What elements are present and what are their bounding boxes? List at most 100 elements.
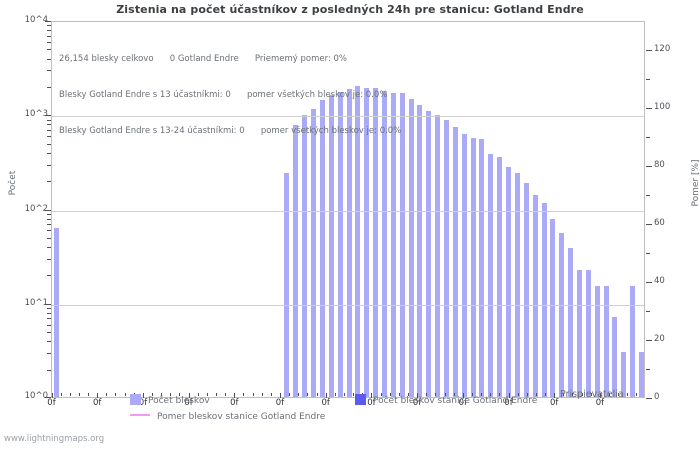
x-axis-minor-tickmark (78, 393, 80, 396)
x-axis-minor-tickmark (289, 393, 291, 396)
gridline (52, 116, 644, 118)
x-axis-tickmark (417, 393, 419, 398)
annotation-line-1: 26,154 blesky celkovo 0 Gotland Endre Pr… (59, 54, 348, 64)
y-axis-left-tickmark (45, 115, 51, 117)
x-axis-minor-tickmark (499, 393, 501, 396)
x-axis-minor-tickmark (270, 393, 272, 396)
y-axis-left-minor-tickmark (47, 332, 51, 334)
x-axis-minor-tickmark (636, 393, 638, 396)
x-axis-tick: 0f (595, 398, 605, 408)
bar (355, 85, 361, 397)
y-axis-left-tickmark (45, 209, 51, 211)
x-axis-tick: 0f (549, 398, 559, 408)
legend-label-ratio: Pomer bleskov stanice Gotland Endre (157, 412, 326, 422)
legend-label-station-strokes: Počet bleskov stanice Gotland Endre (373, 396, 538, 406)
x-axis-minor-tickmark (609, 393, 611, 396)
x-axis-tick: 0f (47, 398, 56, 408)
y-axis-left-minor-tickmark (47, 369, 51, 371)
bar (585, 270, 591, 397)
bar (603, 286, 609, 397)
x-axis-minor-tickmark (88, 393, 90, 396)
x-axis-tickmark (599, 393, 601, 398)
y-axis-right-tickmark (646, 340, 652, 341)
y-axis-left-minor-tickmark (47, 119, 51, 121)
x-axis-minor-tickmark (115, 393, 117, 396)
bar (479, 139, 485, 397)
x-axis-tick: 0f (275, 398, 285, 408)
y-axis-left-minor-tickmark (47, 49, 51, 51)
y-axis-left-minor-tickmark (47, 237, 51, 239)
page-title: Zistenia na počet účastníkov z poslednýc… (116, 3, 584, 16)
x-axis-tick: 0f (184, 398, 193, 408)
bar (621, 352, 627, 397)
y-axis-left-minor-tickmark (47, 181, 51, 183)
bar (550, 218, 556, 397)
x-axis-tickmark (142, 393, 144, 398)
x-axis-minor-tickmark (572, 393, 574, 396)
bar (381, 91, 387, 397)
annotation-line-3: Blesky Gotland Endre s 13-24 účastníkmi:… (59, 126, 402, 136)
x-axis-minor-tickmark (252, 393, 254, 396)
gridline (52, 304, 644, 306)
x-axis-tick: 0f (458, 398, 467, 408)
bar (514, 172, 520, 397)
y-axis-right-tick: 120 (654, 44, 671, 54)
x-axis-minor-tickmark (545, 393, 547, 396)
bar (532, 194, 538, 397)
x-axis-minor-tickmark (426, 393, 428, 396)
annotation-block: 26,154 blesky celkovo 0 Gotland Endre Pr… (59, 29, 579, 161)
x-axis-tick: 0f (412, 398, 422, 408)
y-axis-left-tickmark (45, 397, 51, 398)
legend-item-station-strokes[interactable]: Počet bleskov stanice Gotland Endre (355, 394, 537, 406)
bar (346, 88, 352, 397)
bar (612, 317, 618, 397)
x-axis-minor-tickmark (407, 393, 409, 396)
bar (328, 94, 334, 397)
bar (461, 133, 467, 397)
y-axis-left-label: Počet (8, 170, 18, 196)
x-axis-tickmark (462, 393, 464, 398)
x-axis-minor-tickmark (526, 393, 528, 396)
x-axis-tick: 0f (92, 398, 102, 408)
x-axis-minor-tickmark (471, 393, 473, 396)
x-axis-minor-tickmark (298, 393, 300, 396)
y-axis-left-minor-tickmark (47, 312, 51, 314)
y-axis-right-tickmark (646, 311, 650, 312)
y-axis-left-minor-tickmark (47, 230, 51, 232)
y-axis-left-minor-tickmark (47, 30, 51, 32)
bar (293, 125, 299, 397)
x-axis-minor-tickmark (581, 393, 583, 396)
y-axis-left-minor-tickmark (47, 353, 51, 355)
y-axis-right-tickmark (646, 282, 652, 283)
bar (444, 119, 450, 397)
y-axis-right-tickmark (646, 369, 650, 370)
bars-layer (52, 22, 645, 397)
bar (506, 167, 512, 397)
y-axis-right-tickmark (646, 166, 652, 167)
annotation-line-2: Blesky Gotland Endre s 13 účastníkmi: 0 … (59, 90, 388, 100)
legend-item-strokes[interactable]: Počet bleskov (130, 394, 210, 406)
bar (399, 93, 405, 397)
y-axis-left-minor-tickmark (47, 25, 51, 27)
y-axis-left-minor-tickmark (47, 70, 51, 72)
x-axis-minor-tickmark (170, 393, 172, 396)
y-axis-left-minor-tickmark (47, 218, 51, 220)
y-axis-right-tickmark (646, 50, 652, 51)
bar (630, 286, 636, 397)
x-axis-minor-tickmark (69, 393, 71, 396)
y-axis-left-minor-tickmark (47, 341, 51, 343)
watermark: www.lightningmaps.org (4, 434, 105, 444)
x-axis-tick: 0f (504, 398, 513, 408)
legend-swatch-ratio (130, 414, 150, 416)
x-axis-minor-tickmark (353, 393, 355, 396)
y-axis-left-minor-tickmark (47, 318, 51, 320)
y-axis-right-tickmark (646, 137, 650, 138)
y-axis-right-tickmark (646, 253, 650, 254)
bar (435, 115, 441, 397)
x-axis-minor-tickmark (398, 393, 400, 396)
x-axis-tick: 0f (138, 398, 148, 408)
bar (53, 228, 59, 397)
bar (523, 183, 529, 397)
legend-item-ratio[interactable]: Pomer bleskov stanice Gotland Endre (130, 412, 325, 422)
